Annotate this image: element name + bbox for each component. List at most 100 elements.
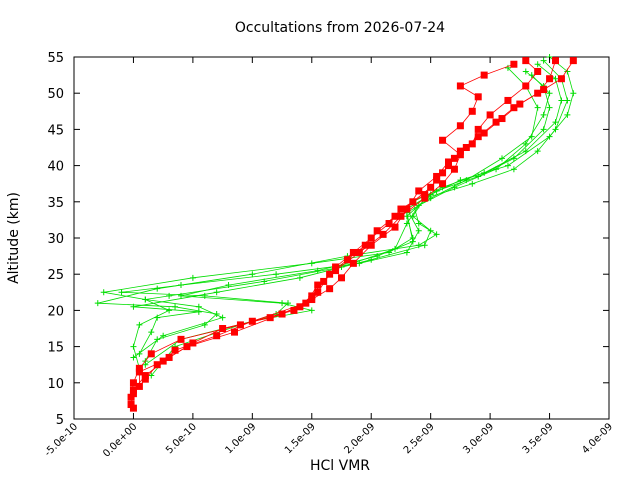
red-point bbox=[403, 205, 411, 213]
red-point bbox=[391, 212, 399, 220]
red-point bbox=[433, 172, 441, 180]
red-point bbox=[290, 306, 298, 314]
red-point bbox=[129, 379, 137, 387]
x-tick-labels: -5.0e-10 0.0e+00 5.0e-10 1.0e-09 1.5e-09 2.0e… bbox=[43, 421, 615, 459]
green-point bbox=[409, 213, 416, 220]
red-point bbox=[456, 122, 464, 130]
red-point bbox=[409, 198, 417, 206]
green-point bbox=[522, 68, 529, 75]
red-point bbox=[474, 93, 482, 101]
green-point bbox=[219, 314, 226, 321]
red-point bbox=[480, 129, 488, 137]
x-tick-label: 4.0e-09 bbox=[580, 421, 615, 456]
green-point bbox=[534, 104, 541, 111]
red-point bbox=[415, 187, 423, 195]
green-point bbox=[148, 329, 155, 336]
green-point bbox=[148, 372, 155, 379]
red-point bbox=[219, 325, 227, 332]
green-point bbox=[142, 296, 149, 303]
red-point bbox=[427, 183, 435, 191]
y-tick-label: 20 bbox=[47, 304, 64, 319]
green-point bbox=[160, 332, 167, 339]
red-point bbox=[231, 328, 238, 336]
red-point bbox=[349, 259, 357, 267]
plot-area bbox=[73, 54, 610, 420]
green-point bbox=[552, 126, 559, 133]
green-point bbox=[552, 119, 559, 126]
red-point bbox=[129, 390, 137, 398]
green-point bbox=[368, 256, 375, 263]
green-point bbox=[130, 303, 137, 310]
y-axis-label: Altitude (km) bbox=[6, 192, 22, 284]
green-point bbox=[463, 177, 470, 184]
red-point bbox=[127, 393, 135, 401]
green-point bbox=[409, 238, 416, 245]
red-point bbox=[439, 169, 447, 177]
green-point bbox=[421, 242, 428, 249]
red-point bbox=[468, 140, 476, 148]
green-point bbox=[189, 274, 196, 281]
green-point bbox=[213, 289, 220, 296]
x-tick-label: 2.0e-09 bbox=[342, 421, 377, 456]
green-point bbox=[534, 61, 541, 68]
red-point bbox=[177, 335, 185, 343]
x-tick-label: 2.5e-09 bbox=[402, 421, 437, 456]
red-point bbox=[498, 115, 506, 123]
green-point bbox=[166, 292, 173, 299]
red-point bbox=[153, 361, 161, 369]
red-point bbox=[141, 375, 149, 383]
red-point bbox=[439, 180, 447, 188]
red-point bbox=[445, 158, 452, 166]
green-point bbox=[546, 90, 553, 97]
y-tick-label: 50 bbox=[47, 87, 64, 102]
axis-ticks bbox=[73, 56, 610, 420]
red-point bbox=[314, 288, 322, 296]
green-point bbox=[510, 166, 517, 173]
green-point bbox=[166, 307, 173, 314]
red-profile-line bbox=[130, 60, 539, 405]
red-point bbox=[326, 270, 334, 278]
red-point bbox=[308, 296, 316, 304]
red-point bbox=[129, 404, 137, 412]
red-point bbox=[397, 205, 405, 213]
green-point bbox=[504, 162, 511, 169]
green-point bbox=[100, 289, 107, 296]
red-point bbox=[486, 111, 494, 119]
red-point bbox=[546, 75, 554, 83]
red-point bbox=[320, 277, 328, 285]
green-point bbox=[534, 148, 541, 155]
red-point bbox=[147, 350, 155, 358]
green-point bbox=[427, 227, 434, 234]
red-point bbox=[361, 241, 369, 249]
red-point bbox=[468, 107, 476, 115]
green-profile-line bbox=[121, 71, 551, 376]
green-point bbox=[172, 303, 179, 310]
red-point bbox=[296, 303, 304, 311]
green-point bbox=[528, 72, 535, 79]
green-point bbox=[178, 292, 184, 299]
x-tick-label: 3.0e-09 bbox=[461, 421, 496, 456]
red-point bbox=[236, 321, 244, 329]
green-point bbox=[130, 354, 137, 361]
red-point bbox=[135, 382, 143, 390]
green-point bbox=[493, 166, 500, 173]
red-point bbox=[397, 212, 405, 220]
red-point bbox=[367, 241, 375, 249]
red-point bbox=[456, 82, 464, 90]
green-point bbox=[308, 307, 315, 314]
red-point bbox=[504, 96, 512, 104]
green-profile-line bbox=[145, 67, 539, 366]
green-point bbox=[154, 314, 161, 321]
green-point bbox=[94, 300, 101, 307]
red-profiles bbox=[127, 57, 577, 412]
green-point bbox=[273, 271, 280, 278]
red-point bbox=[332, 267, 340, 275]
green-point bbox=[504, 64, 511, 71]
red-point bbox=[266, 314, 274, 322]
green-point bbox=[522, 140, 529, 147]
red-point bbox=[338, 274, 345, 282]
green-point bbox=[546, 104, 553, 111]
red-point bbox=[373, 227, 381, 235]
red-point bbox=[456, 151, 464, 159]
